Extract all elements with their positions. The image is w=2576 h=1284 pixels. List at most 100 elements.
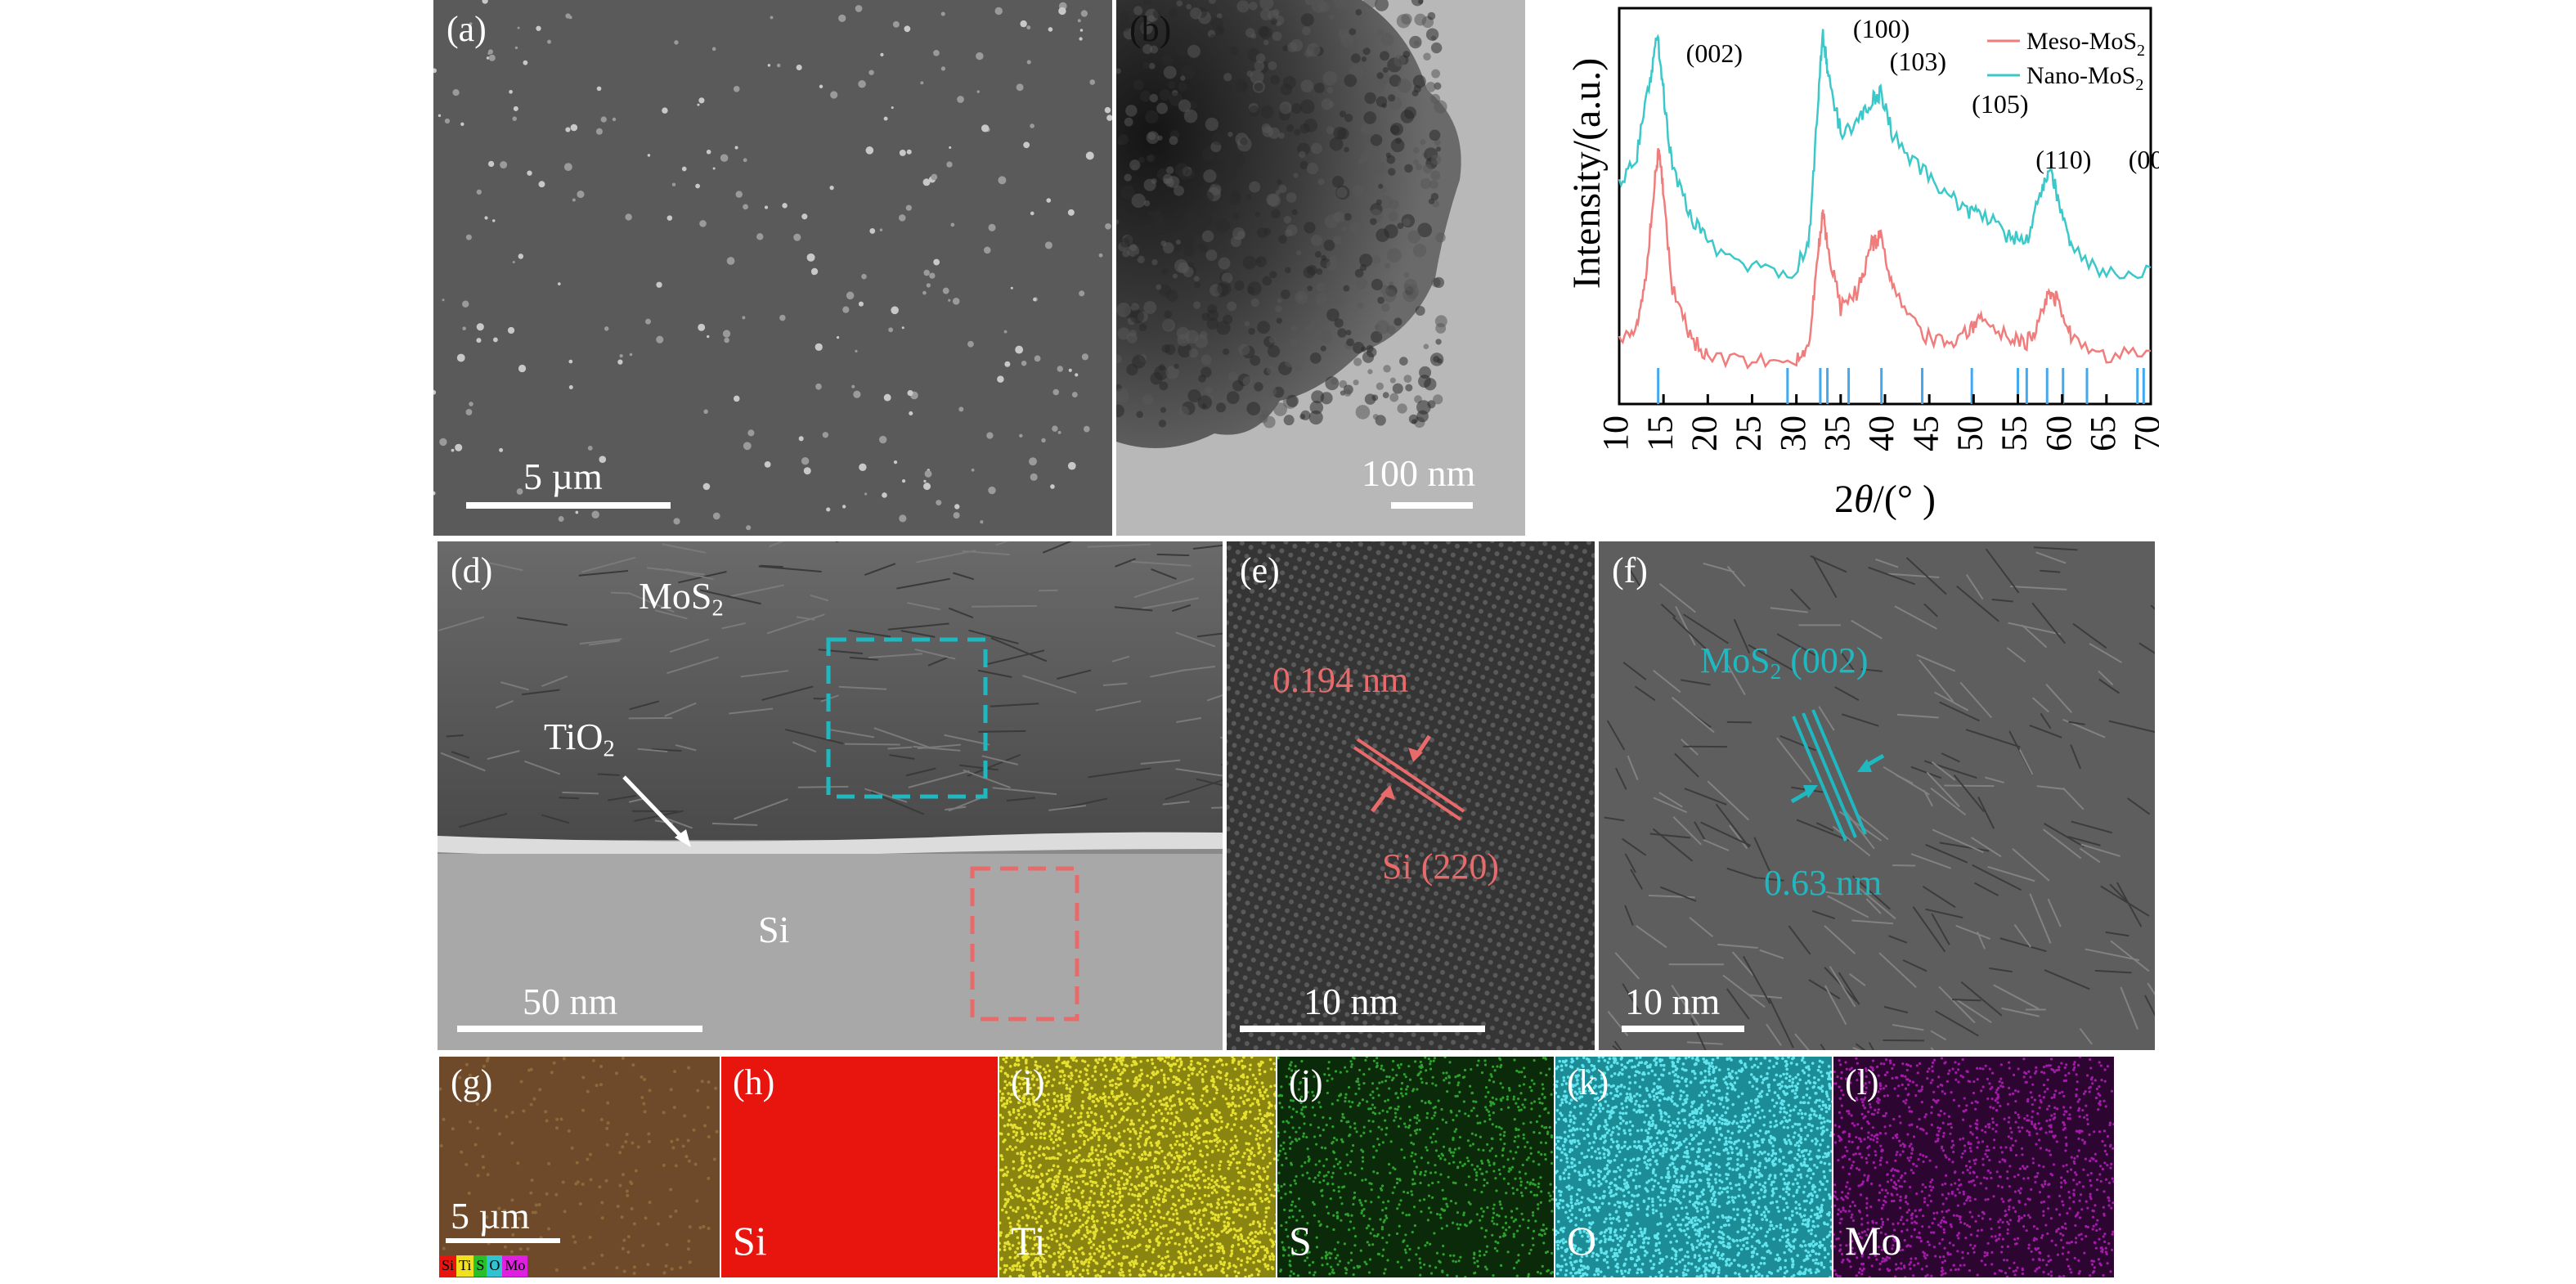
eds-signal-dot: [1117, 1132, 1120, 1135]
eds-signal-dot: [1340, 1219, 1343, 1222]
mos2-streak: [446, 734, 464, 738]
eds-signal-dot: [1353, 1266, 1356, 1269]
panel-g-label: (g): [451, 1062, 493, 1102]
tem-grain: [1287, 42, 1298, 52]
eds-signal-dot: [1412, 1088, 1416, 1091]
eds-signal-dot: [1548, 1125, 1551, 1129]
eds-signal-dot: [1073, 1111, 1077, 1115]
eds-signal-dot: [1174, 1143, 1178, 1147]
eds-signal-dot: [1065, 1234, 1068, 1238]
eds-signal-dot: [1344, 1096, 1347, 1099]
eds-signal-dot: [1109, 1246, 1112, 1250]
eds-signal-dot: [1169, 1236, 1174, 1240]
eds-signal-dot: [1175, 1165, 1179, 1170]
mos2-fringe: [2040, 712, 2052, 730]
eds-signal-dot: [1190, 1160, 1193, 1164]
eds-signal-dot: [518, 1247, 523, 1251]
eds-signal-dot: [1378, 1111, 1381, 1115]
eds-signal-dot: [1079, 1128, 1082, 1132]
eds-signal-dot: [1160, 1149, 1164, 1153]
eds-signal-dot: [1061, 1081, 1066, 1084]
eds-signal-dot: [1257, 1102, 1261, 1107]
mos2-fringe: [1905, 557, 1947, 595]
eds-signal-dot: [1287, 1121, 1290, 1125]
eds-signal-dot: [1477, 1059, 1480, 1062]
tem-grain: [1236, 0, 1250, 13]
eds-signal-dot: [1077, 1186, 1080, 1190]
sem-particle: [810, 267, 819, 276]
mos2-fringe: [1931, 761, 1956, 781]
mos2-fringe: [1944, 784, 1995, 788]
eds-signal-dot: [1360, 1211, 1363, 1214]
mos2-fringe: [1894, 605, 1937, 630]
sem-particle: [1079, 290, 1085, 297]
eds-signal-dot: [532, 1097, 536, 1101]
sem-particle: [883, 116, 888, 121]
eds-signal-dot: [1175, 1059, 1179, 1062]
mos2-fringes: [1604, 546, 2155, 1050]
eds-signal-dot: [1302, 1135, 1305, 1138]
eds-signal-dot: [1053, 1099, 1057, 1103]
tem-grain: [1388, 168, 1396, 176]
eds-signal-dot: [1160, 1125, 1165, 1129]
sem-particle: [1019, 433, 1023, 438]
eds-signal-dot: [1075, 1259, 1079, 1263]
eds-signal-dot: [1488, 1149, 1492, 1152]
sem-particle: [460, 122, 464, 127]
eds-signal-dot: [1503, 1142, 1506, 1146]
tem-grain: [1209, 34, 1216, 40]
tem-grain: [1203, 169, 1217, 183]
eds-signal-dot: [1083, 1080, 1086, 1084]
tem-grain: [1344, 388, 1352, 397]
mos2-streak: [629, 700, 660, 711]
eds-signal-dot: [1102, 1195, 1105, 1199]
eds-signal-dot: [1032, 1083, 1036, 1087]
eds-signal-dot: [1440, 1227, 1443, 1230]
eds-signal-dot: [1085, 1068, 1088, 1072]
eds-signal-dot: [1070, 1176, 1073, 1179]
eds-signal-dot: [1419, 1261, 1422, 1264]
eds-signal-dot: [1060, 1207, 1064, 1210]
eds-signal-dot: [1140, 1072, 1144, 1075]
mos2-fringe: [1912, 906, 1946, 953]
sem-particle: [514, 46, 518, 50]
eds-signal-dot: [707, 1135, 711, 1139]
x-tick-label: 35: [1817, 415, 1857, 451]
eds-signal-dot: [1023, 1105, 1027, 1108]
mos2-streak: [1165, 779, 1223, 801]
eds-signal-dot: [1118, 1057, 1121, 1061]
eds-signal-dot: [1162, 1261, 1166, 1265]
mos2-fringe: [1825, 891, 1843, 896]
sem-particle: [1106, 114, 1112, 121]
tem-grain: [1135, 417, 1148, 429]
eds-signal-dot: [1237, 1062, 1241, 1066]
eds-signal-dot: [1169, 1099, 1172, 1102]
eds-signal-dot: [1020, 1159, 1024, 1162]
mos2-fringe: [1810, 554, 1847, 573]
eds-signal-dot: [1069, 1210, 1072, 1214]
eds-signal-dot: [1340, 1202, 1344, 1205]
eds-signal-dot: [1178, 1159, 1182, 1162]
eds-signal-dot: [1165, 1096, 1169, 1099]
eds-signal-dot: [1259, 1137, 1262, 1140]
tem-grain: [1159, 89, 1171, 101]
tem-grain: [1148, 62, 1156, 70]
eds-signal-dot: [1075, 1080, 1078, 1084]
eds-signal-dot: [1175, 1151, 1178, 1155]
mos2-fringe: [1622, 983, 1640, 1012]
eds-signal-dot: [1116, 1077, 1120, 1080]
mos2-fringe: [1649, 833, 1691, 839]
eds-signal-dot: [1017, 1189, 1021, 1193]
mos2-fringe: [1703, 562, 1735, 573]
eds-signal-dot: [1190, 1133, 1193, 1137]
eds-signal-dot: [1022, 1137, 1026, 1140]
eds-signal-dot: [605, 1143, 609, 1147]
sem-particle: [1081, 353, 1088, 361]
mos2-fringe: [2047, 898, 2062, 927]
eds-signal-dot: [1051, 1183, 1055, 1186]
eds-signal-dot: [1367, 1271, 1371, 1274]
tem-grain: [1257, 227, 1268, 239]
tem-grain: [1302, 26, 1311, 36]
mos2-fringe: [1731, 951, 1754, 976]
tem-grain: [1323, 239, 1335, 251]
